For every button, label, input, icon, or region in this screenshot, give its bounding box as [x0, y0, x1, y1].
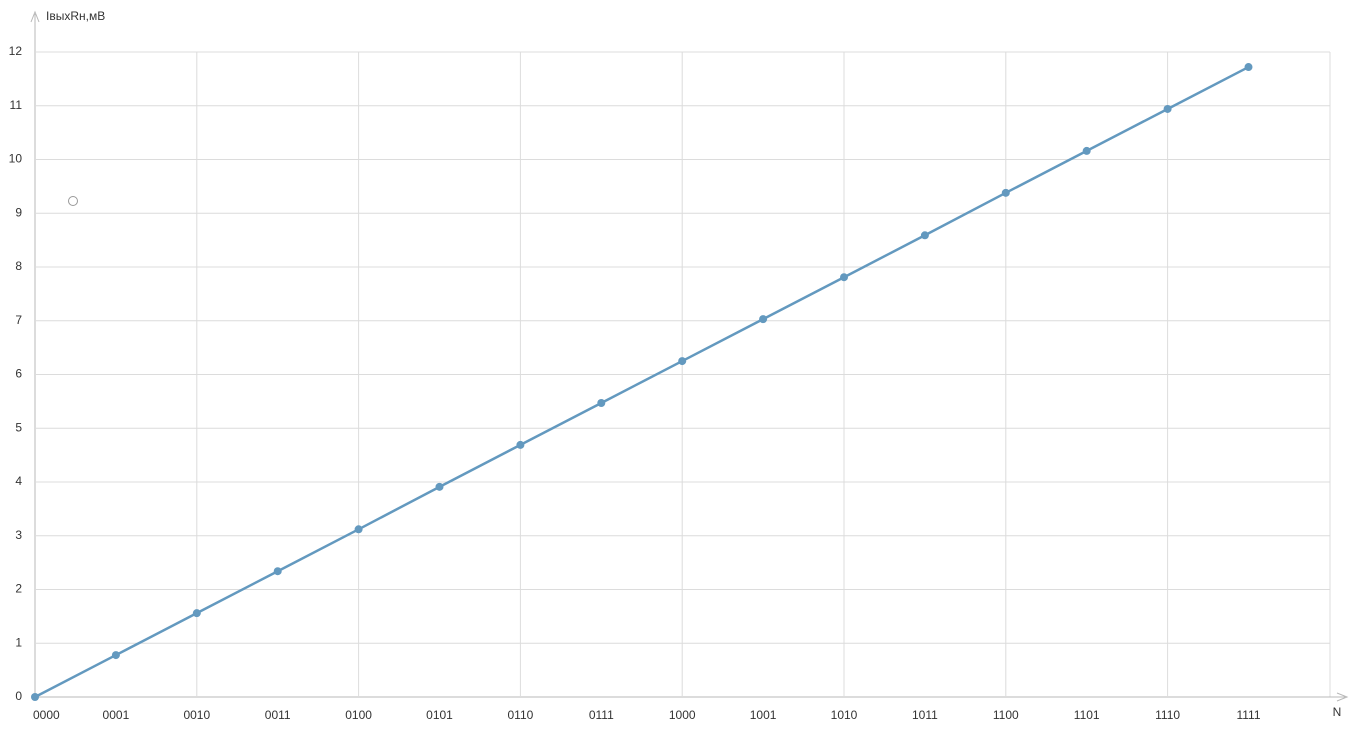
x-tick-label: 0100	[345, 708, 372, 722]
data-point	[111, 651, 120, 660]
y-tick-label: 8	[15, 259, 22, 273]
x-tick-label: 0001	[103, 708, 130, 722]
data-point	[31, 693, 39, 701]
x-tick-label: 1111	[1236, 708, 1260, 722]
x-tick-label: 0101	[426, 708, 453, 722]
y-tick-label: 4	[15, 474, 22, 488]
x-tick-label: 0111	[589, 708, 614, 722]
y-tick-label: 2	[15, 582, 22, 596]
data-point	[273, 567, 282, 576]
x-axis-arrow	[1336, 692, 1349, 702]
data-point	[759, 315, 768, 324]
y-axis-title: IвыхRн,мВ	[46, 9, 105, 23]
y-axis-arrow	[30, 10, 40, 23]
x-tick-label: 1101	[1074, 708, 1100, 722]
x-tick-label: 1001	[750, 708, 777, 722]
x-tick-label: 1000	[669, 708, 696, 722]
y-tick-label: 7	[15, 313, 22, 327]
y-tick-label: 11	[10, 98, 23, 112]
y-tick-label: 0	[15, 689, 22, 703]
data-point	[840, 273, 848, 282]
data-point	[354, 525, 363, 534]
x-tick-label: 1011	[912, 708, 938, 722]
x-tick-label: 0000	[33, 708, 60, 722]
x-tick-label: 1010	[831, 708, 858, 722]
x-tick-label: 0010	[183, 708, 210, 722]
y-tick-label: 9	[15, 205, 22, 219]
data-point	[597, 398, 606, 407]
series-line	[34, 65, 1250, 699]
x-tick-label: 0011	[265, 708, 291, 722]
data-point	[1244, 63, 1253, 72]
stray-marker	[68, 196, 78, 206]
data-point	[1163, 104, 1172, 113]
x-tick-label: 1100	[993, 708, 1019, 722]
data-point	[678, 357, 687, 366]
y-tick-label: 12	[9, 44, 23, 58]
data-point	[1001, 188, 1010, 197]
x-axis-title: N	[1333, 705, 1342, 719]
data-point	[435, 482, 444, 491]
y-tick-label: 5	[15, 420, 22, 434]
y-tick-label: 3	[15, 528, 22, 542]
y-tick-label: 10	[9, 152, 23, 166]
data-point	[920, 231, 929, 240]
y-tick-label: 6	[15, 367, 22, 381]
x-tick-label: 1110	[1155, 708, 1180, 722]
data-point	[192, 609, 201, 618]
data-point	[516, 440, 525, 449]
x-tick-label: 0110	[507, 708, 533, 722]
y-tick-label: 1	[15, 635, 22, 649]
data-point	[1082, 146, 1091, 155]
